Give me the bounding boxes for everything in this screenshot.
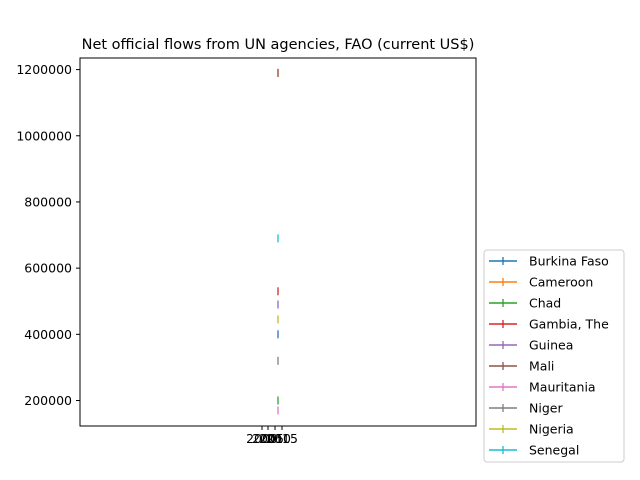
legend-label-nigeria: Nigeria	[529, 422, 574, 437]
legend-label-chad: Chad	[529, 296, 561, 311]
legend-label-cameroon: Cameroon	[529, 275, 593, 290]
legend: Burkina Faso Cameroon Chad Gambia, The Guine…	[483, 249, 625, 463]
x-tick-label: 2005	[252, 431, 284, 446]
legend-label-gambia-the: Gambia, The	[529, 317, 609, 332]
legend-label-senegal: Senegal	[529, 443, 579, 458]
legend-label-burkina-faso: Burkina Faso	[529, 254, 609, 269]
y-tick-label: 800000	[24, 194, 72, 209]
legend-label-guinea: Guinea	[529, 338, 573, 353]
y-tick-label: 400000	[24, 327, 72, 342]
chart-title: Net official flows from UN agencies, FAO…	[82, 37, 475, 53]
y-tick-label: 1000000	[16, 128, 72, 143]
y-axis: 200000 400000 600000 800000 1000000 1200000	[16, 62, 80, 408]
legend-box	[483, 249, 625, 463]
x-tick-label: 2010	[259, 431, 291, 446]
y-tick-label: 200000	[24, 393, 72, 408]
legend-label-niger: Niger	[529, 401, 563, 416]
y-tick-label: 1200000	[16, 62, 72, 77]
x-tick-label: 2000	[246, 431, 278, 446]
legend-label-mali: Mali	[529, 359, 554, 374]
x-tick-label: 2015	[266, 431, 298, 446]
y-tick-label: 600000	[24, 261, 72, 276]
legend-label-mauritania: Mauritania	[529, 380, 596, 395]
